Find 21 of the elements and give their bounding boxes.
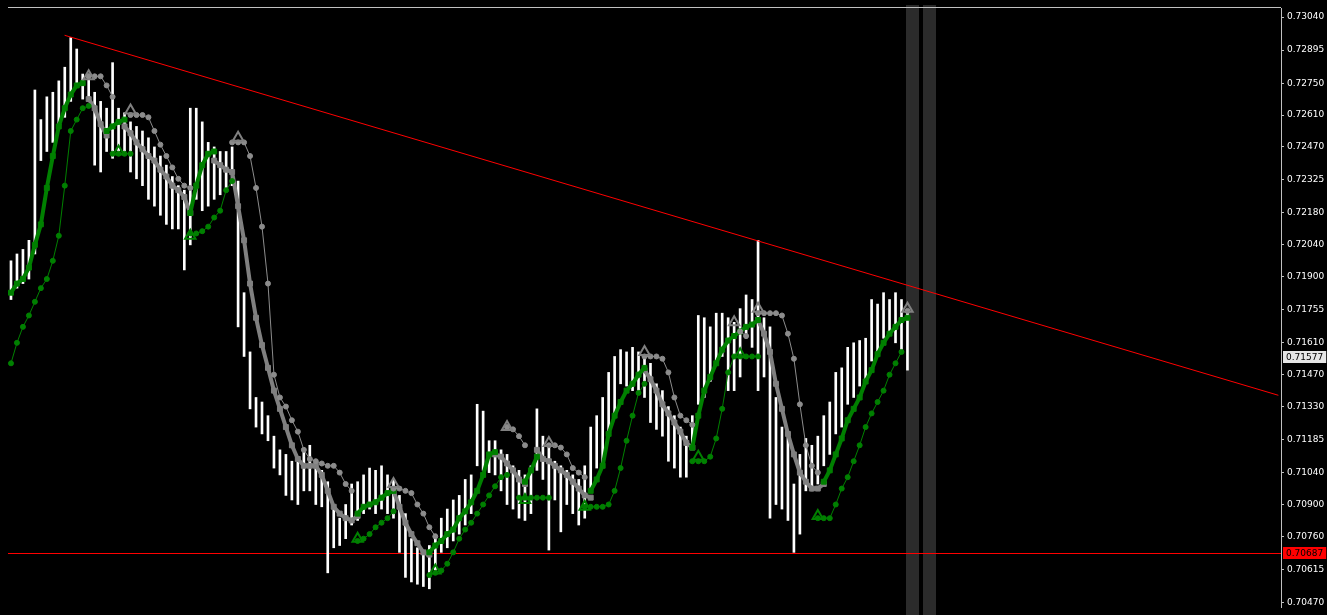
- y-tick-label: 0.70615: [1287, 563, 1325, 574]
- y-tick-label: 0.70900: [1287, 498, 1325, 509]
- y-tick-label: 0.72325: [1287, 174, 1325, 185]
- text: 0.71577: [1286, 351, 1324, 362]
- y-tick-label: 0.72470: [1287, 141, 1325, 152]
- y-tick-label: 0.71470: [1287, 369, 1325, 380]
- y-tick-label: 0.70760: [1287, 530, 1325, 541]
- y-tick-label: 0.72180: [1287, 207, 1325, 218]
- y-tick-label: 0.71330: [1287, 400, 1325, 411]
- y-tick-label: 0.71900: [1287, 271, 1325, 282]
- y-tick-label: 0.72750: [1287, 77, 1325, 88]
- y-tick-label: 0.71755: [1287, 304, 1325, 315]
- ref-line-label: 0.70687: [1286, 547, 1324, 558]
- y-tick-label: 0.71185: [1287, 433, 1325, 444]
- y-tick-label: 0.71610: [1287, 337, 1325, 348]
- y-tick-label: 0.72040: [1287, 239, 1325, 250]
- y-tick-label: 0.72895: [1287, 44, 1325, 55]
- y-tick-label: 0.73040: [1287, 11, 1325, 22]
- y-tick-label: 0.70470: [1287, 596, 1325, 607]
- y-tick-label: 0.71040: [1287, 466, 1325, 477]
- y-tick-label: 0.72610: [1287, 109, 1325, 120]
